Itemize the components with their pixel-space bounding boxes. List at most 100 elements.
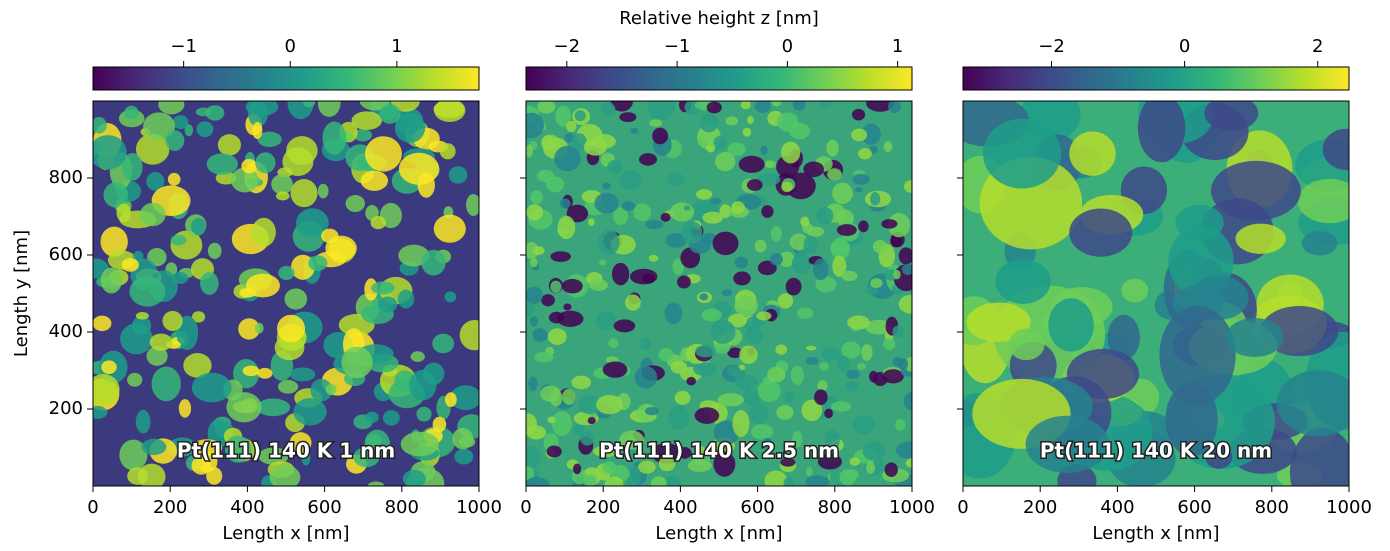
x-tick-label: 200 xyxy=(586,497,620,518)
image-feature xyxy=(792,101,806,111)
image-feature xyxy=(734,375,758,390)
image-feature xyxy=(713,451,736,477)
image-feature xyxy=(559,198,571,209)
image-feature xyxy=(598,259,607,266)
image-feature xyxy=(588,279,609,291)
image-feature xyxy=(713,135,727,149)
image-feature xyxy=(701,308,722,322)
image-feature xyxy=(571,133,587,151)
image-feature xyxy=(532,327,548,342)
image-feature xyxy=(1008,328,1045,361)
image-feature xyxy=(254,322,264,334)
image-feature xyxy=(847,315,870,330)
image-feature xyxy=(1066,348,1140,400)
image-feature xyxy=(1301,231,1338,256)
image-feature xyxy=(452,427,474,450)
image-feature xyxy=(604,476,624,486)
image-feature xyxy=(664,302,683,325)
image-feature xyxy=(526,466,535,481)
image-feature xyxy=(803,161,824,178)
image-feature xyxy=(116,203,131,223)
x-axis-label: Length x [nm] xyxy=(1092,523,1219,544)
image-feature xyxy=(135,409,151,434)
image-feature xyxy=(898,294,912,314)
image-feature xyxy=(732,410,750,437)
image-feature xyxy=(719,204,732,219)
image-feature xyxy=(432,416,447,433)
image-feature xyxy=(815,276,837,293)
image-feature xyxy=(694,407,720,424)
image-feature xyxy=(135,311,149,320)
image-feature xyxy=(611,262,630,286)
image-feature xyxy=(251,217,276,247)
image-feature xyxy=(93,405,108,419)
image-feature xyxy=(633,203,652,222)
image-feature xyxy=(740,101,751,110)
image-feature xyxy=(884,462,898,477)
image-feature xyxy=(777,293,794,309)
image-feature xyxy=(301,450,311,466)
image-feature xyxy=(325,235,357,261)
image-feature xyxy=(444,392,457,407)
image-feature xyxy=(780,141,801,164)
image-feature xyxy=(836,356,850,372)
image-feature xyxy=(183,353,212,378)
x-tick-label: 600 xyxy=(740,497,774,518)
colorbar-tick-label: 2 xyxy=(1312,36,1323,57)
image-feature xyxy=(819,361,829,371)
image-feature xyxy=(668,405,689,430)
image-feature xyxy=(397,289,415,309)
image-feature xyxy=(526,241,539,259)
image-feature xyxy=(140,202,166,227)
image-feature xyxy=(645,219,664,230)
image-feature xyxy=(296,208,329,238)
image-feature xyxy=(837,209,854,228)
image-feature xyxy=(1204,101,1259,131)
image-feature xyxy=(903,180,912,193)
image-feature xyxy=(650,476,667,486)
colorbar-tick-label: 1 xyxy=(892,36,903,57)
image-feature xyxy=(394,112,426,143)
image-feature xyxy=(534,351,554,363)
image-feature xyxy=(870,191,881,206)
image-feature xyxy=(191,456,212,475)
image-feature xyxy=(756,311,772,321)
colorbar-tick-label: 0 xyxy=(782,36,793,57)
image-feature xyxy=(207,242,222,259)
image-feature xyxy=(727,142,746,157)
image-feature xyxy=(302,101,316,108)
image-feature xyxy=(895,419,906,431)
image-feature xyxy=(574,110,586,122)
image-feature xyxy=(571,375,592,390)
axes-frame xyxy=(962,100,1350,487)
image-feature xyxy=(901,263,912,276)
image-feature xyxy=(290,178,318,208)
image-feature xyxy=(322,121,347,155)
image-feature xyxy=(100,226,128,257)
image-feature xyxy=(566,204,589,223)
image-feature xyxy=(839,469,856,486)
image-feature xyxy=(777,112,799,132)
image-feature xyxy=(546,176,565,193)
image-feature xyxy=(761,205,774,218)
image-feature xyxy=(770,226,782,242)
image-feature xyxy=(167,172,181,186)
image-feature xyxy=(206,153,238,175)
image-feature xyxy=(1235,223,1286,254)
image-feature xyxy=(681,221,703,244)
image-feature xyxy=(727,347,743,359)
image-feature xyxy=(597,229,620,256)
image-feature xyxy=(93,135,127,170)
image-feature xyxy=(881,219,898,229)
image-feature xyxy=(696,189,713,200)
image-feature xyxy=(421,249,446,276)
image-feature xyxy=(379,103,401,124)
image-feature xyxy=(767,366,786,383)
image-feature xyxy=(665,232,687,248)
image-feature xyxy=(550,280,562,294)
image-feature xyxy=(245,273,280,298)
image-feature xyxy=(149,333,173,351)
x-tick-label: 400 xyxy=(663,497,697,518)
image-feature xyxy=(1276,370,1349,437)
image-feature xyxy=(277,379,299,394)
